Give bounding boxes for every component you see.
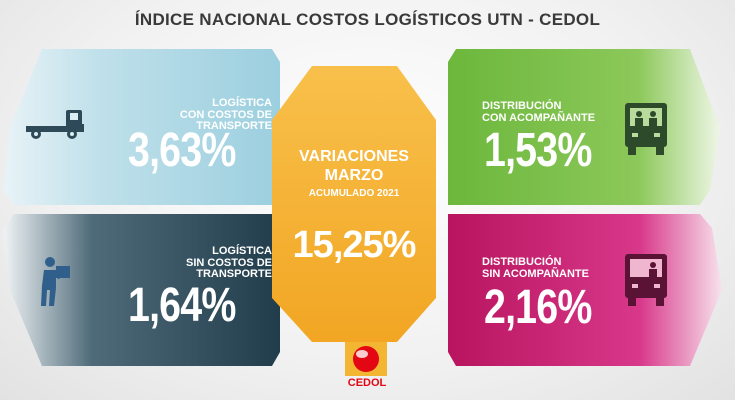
cedol-brand-name: CEDOL: [347, 377, 387, 389]
center-heading-line2: MARZO: [324, 167, 384, 184]
center-subheading: ACUMULADO 2021: [308, 188, 400, 199]
worker-carrying-box-icon: [41, 257, 70, 306]
card-distribucion-sin-shape: [448, 214, 722, 366]
card-logistica-con-costos-value: 3,63%: [128, 124, 236, 177]
card-distribucion-con-value: 1,53%: [484, 124, 592, 177]
center-heading-line1: VARIACIONES: [299, 148, 409, 165]
card-logistica-con-costos-label: LOGÍSTICA CON COSTOS DE TRANSPORTE: [179, 97, 272, 132]
card-logistica-sin-costos-value: 1,64%: [128, 279, 236, 332]
cedol-logo-icon: [345, 342, 387, 376]
card-distribucion-con-label: DISTRIBUCIÓN CON ACOMPAÑANTE: [482, 100, 596, 124]
card-logistica-con-costos-shape: [3, 49, 280, 205]
truck-front-driver-icon: [625, 254, 667, 306]
center-value: 15,25%: [292, 224, 417, 266]
card-logistica-sin-costos-shape: [3, 214, 280, 366]
card-distribucion-con-shape: [448, 49, 720, 205]
truck-icon: [26, 110, 84, 139]
card-distribucion-sin-label: DISTRIBUCIÓN SIN ACOMPAÑANTE: [482, 256, 589, 280]
card-logistica-sin-costos-label: LOGÍSTICA SIN COSTOS DE TRANSPORTE: [186, 245, 272, 280]
truck-front-two-people-icon: [625, 103, 667, 155]
center-hexagon-shape: [272, 66, 436, 342]
card-distribucion-sin-value: 2,16%: [484, 281, 592, 334]
page-title: ÍNDICE NACIONAL COSTOS LOGÍSTICOS UTN - …: [134, 10, 601, 29]
